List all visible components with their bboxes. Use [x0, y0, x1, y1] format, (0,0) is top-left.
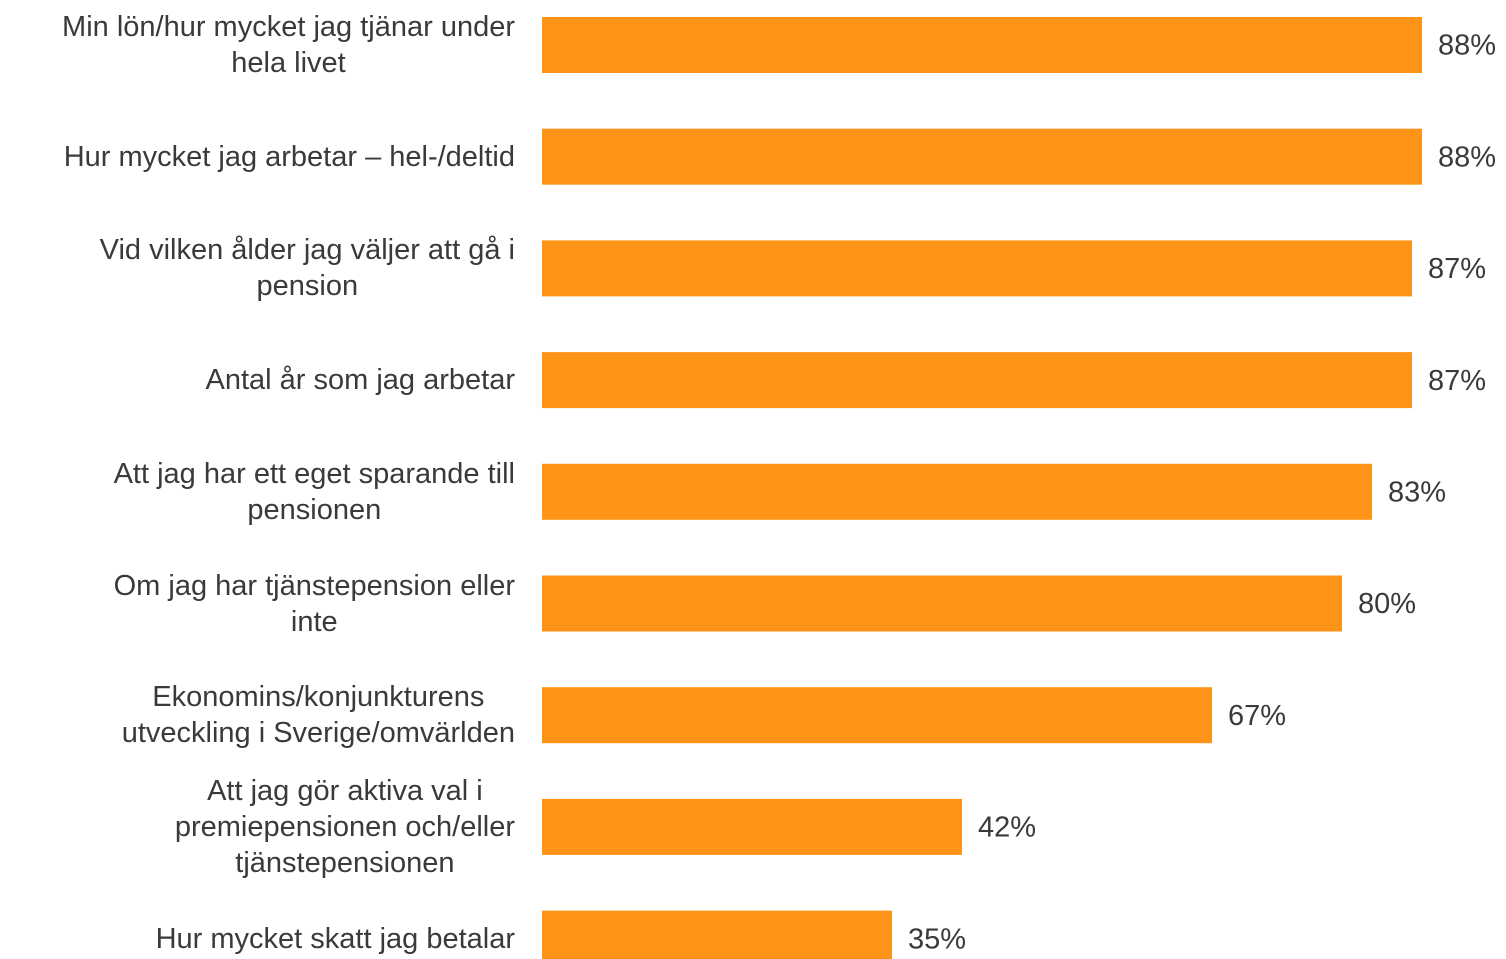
category-label: Om jag har tjänstepension eller inte — [113, 569, 515, 638]
category-label: Hur mycket skatt jag betalar — [155, 922, 515, 955]
bar — [542, 17, 1422, 73]
category-label-box: Att jag gör aktiva val i premiepensionen… — [175, 773, 515, 881]
category-label-box: Om jag har tjänstepension eller inte — [114, 568, 515, 640]
bar — [542, 240, 1412, 297]
value-label: 88% — [1438, 30, 1496, 62]
category-label: Min lön/hur mycket jag tjänar under hela… — [62, 11, 515, 79]
category-label-box: Vid vilken ålder jag väljer att gå i pen… — [100, 232, 515, 304]
category-label-box: Att jag har ett eget sparande till pensi… — [114, 456, 515, 528]
category-label: Att jag har ett eget sparande till pensi… — [113, 457, 515, 526]
bar — [542, 687, 1212, 744]
value-label: 87% — [1428, 365, 1486, 397]
category-label: Antal år som jag arbetar — [205, 364, 515, 397]
bar — [542, 352, 1412, 409]
category-label-box: Hur mycket jag arbetar – hel-/deltid — [64, 139, 515, 175]
bar — [542, 463, 1372, 520]
bar — [542, 798, 962, 855]
bar — [542, 575, 1342, 632]
category-label-box: Ekonomins/konjunkturens utveckling i Sve… — [122, 679, 515, 751]
value-label: 88% — [1438, 141, 1496, 173]
category-label-box: Antal år som jag arbetar — [206, 362, 515, 398]
bar — [542, 910, 892, 959]
category-label: Ekonomins/konjunkturens utveckling i Sve… — [121, 681, 515, 750]
category-label-box: Min lön/hur mycket jag tjänar under hela… — [62, 9, 515, 81]
category-label: Att jag gör aktiva val i premiepensionen… — [174, 774, 515, 879]
category-label-box: Hur mycket skatt jag betalar — [156, 921, 515, 957]
category-label: Hur mycket jag arbetar – hel-/deltid — [63, 140, 515, 173]
value-label: 67% — [1228, 700, 1286, 732]
value-label: 35% — [908, 923, 966, 955]
bar — [542, 128, 1422, 185]
value-label: 42% — [978, 812, 1036, 844]
value-label: 87% — [1428, 253, 1486, 285]
value-label: 80% — [1358, 588, 1416, 620]
value-label: 83% — [1388, 476, 1446, 508]
category-label: Vid vilken ålder jag väljer att gå i pen… — [99, 234, 515, 303]
